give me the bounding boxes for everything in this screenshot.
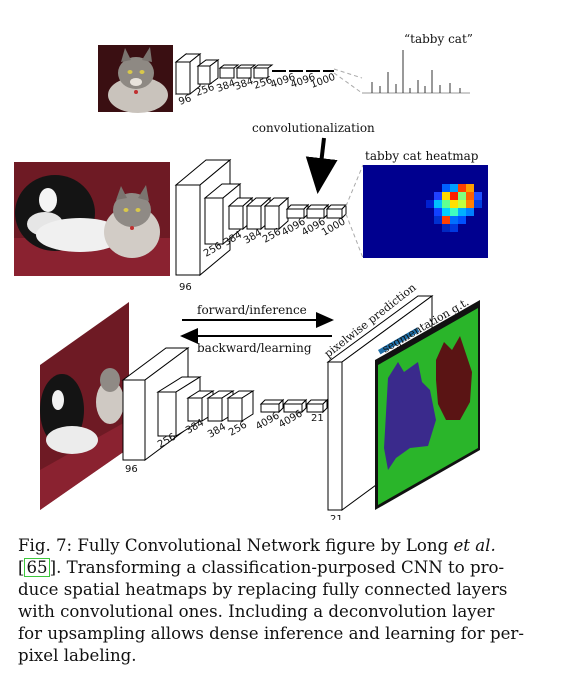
output-class-label: “tabby cat”	[404, 32, 473, 46]
segmentation-ground-truth	[375, 300, 480, 510]
figure-caption: Fig. 7: Fully Convolutional Network figu…	[18, 535, 524, 667]
backward-learning-label: backward/learning	[197, 341, 312, 355]
caption-line-2: [65]. Transforming a classification-purp…	[18, 558, 505, 577]
bottom-dog-cat-photo	[40, 302, 129, 510]
convolutionalization-label: convolutionalization	[252, 121, 375, 135]
caption-line-6: pixel labeling.	[18, 646, 137, 665]
bottom-layer-label-4: 384	[206, 422, 228, 441]
top-layer-stack	[174, 52, 334, 96]
heatmap-title: tabby cat heatmap	[365, 149, 479, 163]
top-dashed-connectors	[333, 68, 363, 94]
bottom-layer-stack	[121, 347, 329, 461]
middle-layer-label-8: 1000	[320, 216, 348, 238]
middle-layer-label-1: 96	[179, 282, 192, 293]
caption-line-4: with convolutional ones. Including a dec…	[18, 602, 495, 621]
citation-link[interactable]: 65	[24, 558, 50, 577]
tabby-cat-heatmap	[363, 165, 488, 258]
forward-inference-label: forward/inference	[197, 303, 307, 317]
middle-dog-cat-photo	[14, 162, 170, 276]
bottom-layer-label-1: 96	[125, 464, 138, 475]
top-layer-label-1: 96	[177, 93, 193, 108]
class-score-plot	[362, 50, 470, 94]
middle-dashed-connectors	[345, 164, 364, 259]
bottom-layer-label-5: 256	[227, 420, 249, 439]
bottom-layer-label-8: 21	[311, 413, 324, 424]
caption-line-1: Fig. 7: Fully Convolutional Network figu…	[18, 536, 496, 555]
caption-line-5: for upsampling allows dense inference an…	[18, 624, 524, 643]
segmentation-gt-label-bar	[378, 327, 420, 355]
top-cat-photo	[98, 45, 173, 113]
caption-line-3: duce spatial heatmaps by replacing fully…	[18, 580, 508, 599]
middle-layer-stack	[174, 158, 348, 277]
output-depth-label: 21	[330, 514, 343, 520]
convolutionalization-arrow	[305, 137, 338, 194]
fcn-figure: 96 256 384 384 256 4096 4096 1000 “tabby…	[14, 32, 488, 520]
caption-et-al: et al.	[453, 536, 496, 555]
